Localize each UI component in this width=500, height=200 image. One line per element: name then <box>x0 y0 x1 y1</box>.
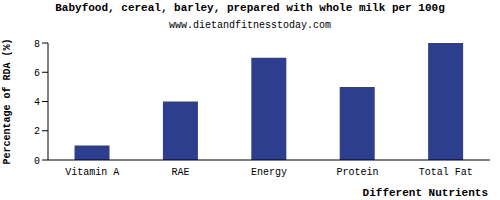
html-text:Babyfood, cereal, barley, prep: Babyfood, cereal, barley, prepared with … <box>55 2 445 14</box>
svg-text:0: 0 <box>34 156 40 167</box>
svg-text:6: 6 <box>34 68 40 79</box>
svg-text:Total Fat: Total Fat <box>419 167 473 178</box>
svg-text:RAE: RAE <box>172 167 190 178</box>
svg-text:Protein: Protein <box>336 167 378 178</box>
svg-text:Energy: Energy <box>251 167 287 178</box>
svg-text:Percentage of RDA (%): Percentage of RDA (%) <box>8 38 13 164</box>
svg-text:4: 4 <box>34 97 40 108</box>
svg-text:8: 8 <box>34 39 40 50</box>
html-text:www.dietandfitnesstoday.com: www.dietandfitnesstoday.com <box>169 20 331 31</box>
svg-text:Different Nutrients: Different Nutrients <box>363 187 488 199</box>
svg-text:2: 2 <box>34 126 40 137</box>
svg-text:Vitamin A: Vitamin A <box>65 167 119 178</box>
